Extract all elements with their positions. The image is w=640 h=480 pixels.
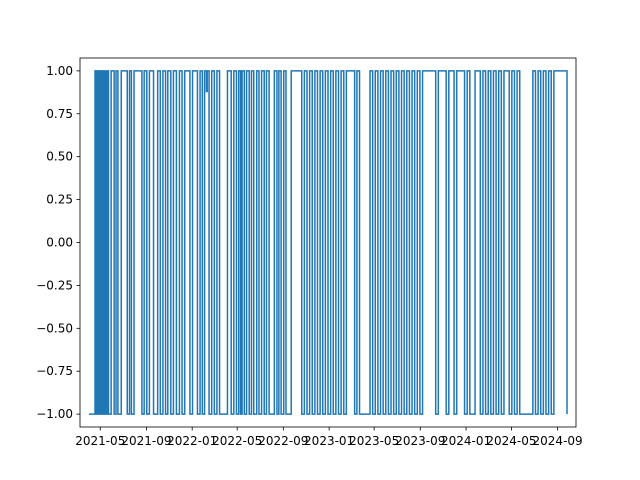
- x-tick-label-9: 2024-05: [486, 434, 536, 448]
- y-tick-label-1: 0.75: [46, 107, 73, 121]
- x-tick-label-2: 2022-01: [167, 434, 217, 448]
- y-tick-label-6: −0.50: [36, 321, 73, 335]
- y-tick-label-3: 0.25: [46, 193, 73, 207]
- x-tick-label-3: 2022-05: [212, 434, 262, 448]
- x-tick-label-1: 2021-09: [121, 434, 171, 448]
- x-tick-label-6: 2023-05: [349, 434, 399, 448]
- x-tick-label-8: 2024-01: [441, 434, 491, 448]
- series-line-0: [89, 70, 568, 415]
- x-tick-label-4: 2022-09: [258, 434, 308, 448]
- y-tick-label-0: 1.00: [46, 64, 73, 78]
- x-axis: 2021-052021-092022-012022-052022-092023-…: [75, 427, 583, 448]
- y-tick-label-7: −0.75: [36, 364, 73, 378]
- plot-frame: [79, 57, 577, 428]
- x-tick-label-7: 2023-09: [395, 434, 445, 448]
- y-tick-label-2: 0.50: [46, 150, 73, 164]
- x-tick-label-0: 2021-05: [75, 434, 125, 448]
- y-tick-label-4: 0.00: [46, 236, 73, 250]
- series-layer: [89, 70, 568, 415]
- x-tick-label-5: 2023-01: [304, 434, 354, 448]
- y-tick-label-5: −0.25: [36, 278, 73, 292]
- x-tick-label-10: 2024-09: [533, 434, 583, 448]
- y-tick-label-8: −1.00: [36, 407, 73, 421]
- y-axis: 1.00 0.75 0.50 0.25 0.00 −0.25 −0.50 −0.75 −1.00: [36, 64, 80, 421]
